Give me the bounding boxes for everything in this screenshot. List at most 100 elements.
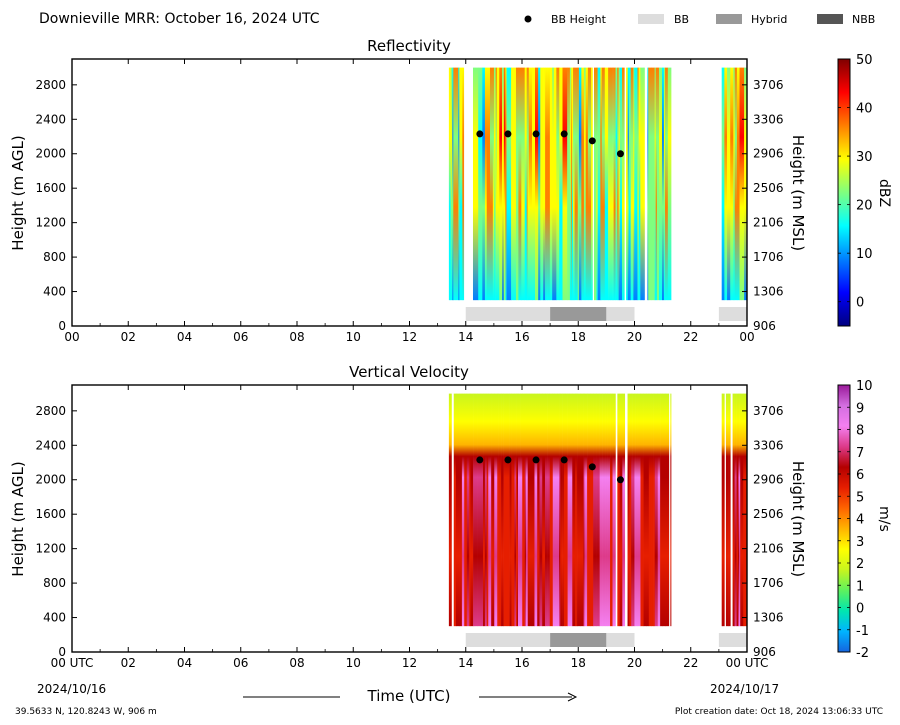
x-tick-label: 18	[571, 656, 586, 670]
legend-label-0: BB Height	[551, 13, 607, 26]
colorbar-tick-label: 20	[856, 199, 873, 214]
y-tick-label: 2000	[35, 147, 66, 161]
colorbar-tick-label: 6	[856, 468, 864, 483]
y-tick-label: 2800	[35, 404, 66, 418]
x-tick-label: 08	[289, 656, 304, 670]
velocity-ylabel: Height (m AGL)	[9, 461, 27, 576]
colorbar-tick-label: -2	[856, 646, 869, 661]
y-tick-label: 0	[58, 319, 66, 333]
bb-class-segment	[465, 633, 551, 647]
bb-class-segment	[606, 307, 635, 321]
colorbar-tick-label: 5	[856, 490, 864, 505]
colorbar-tick-label: 0	[856, 602, 864, 617]
y-tick-label: 2400	[35, 438, 66, 452]
y-tick-label-right: 3306	[753, 438, 784, 452]
bb-height-point	[588, 137, 596, 145]
velocity-panel: Vertical Velocity Height (m AGL) Height …	[9, 363, 892, 670]
y-tick-label-right: 3706	[753, 404, 784, 418]
bb-height-point	[616, 150, 624, 158]
y-tick-label-right: 906	[753, 319, 776, 333]
end-date: 2024/10/17	[710, 682, 779, 696]
colorbar-tick-label: 7	[856, 446, 864, 461]
bb-height-points	[476, 130, 624, 158]
y-tick-label-right: 3306	[753, 112, 784, 126]
reflectivity-ylabel: Height (m AGL)	[9, 135, 27, 250]
x-axis-label: Time (UTC)	[367, 687, 451, 705]
x-tick-label: 14	[458, 330, 473, 344]
colorbar-tick-label: 0	[856, 296, 864, 311]
y-tick-label-right: 2106	[753, 216, 784, 230]
y-tick-label: 2000	[35, 473, 66, 487]
y-tick-label: 2400	[35, 112, 66, 126]
x-tick-label: 20	[627, 656, 642, 670]
x-tick-label: 16	[514, 656, 529, 670]
colorbar	[837, 58, 851, 327]
bb-height-point	[504, 456, 512, 464]
x-tick-label: 04	[177, 330, 192, 344]
velocity-ylabel-right: Height (m MSL)	[789, 461, 807, 577]
bb-height-point	[532, 130, 540, 138]
x-tick-label: 00 UTC	[51, 656, 94, 670]
colorbar-tick-label: 4	[856, 513, 864, 528]
x-tick-label: 20	[627, 330, 642, 344]
colorbar-tick-label: 10	[856, 247, 873, 262]
x-tick-label: 14	[458, 656, 473, 670]
x-tick-label: 02	[121, 656, 136, 670]
figure-title: Downieville MRR: October 16, 2024 UTC	[39, 11, 320, 27]
x-tick-label: 00 UTC	[726, 656, 769, 670]
legend-swatch-1	[638, 14, 664, 24]
y-tick-label-right: 906	[753, 645, 776, 659]
colorbar-tick-label: 1	[856, 579, 864, 594]
bb-class-segment	[550, 307, 607, 321]
x-tick-label: 00	[739, 330, 754, 344]
bb-height-point	[560, 130, 568, 138]
colorbar-tick-label: 40	[856, 102, 873, 117]
creation-date: Plot creation date: Oct 18, 2024 13:06:3…	[675, 707, 883, 717]
bb-class-segment	[606, 633, 635, 647]
reflectivity-title: Reflectivity	[367, 37, 451, 55]
legend-label-1: BB	[674, 13, 689, 26]
colorbar-tick-label: 30	[856, 150, 873, 165]
x-tick-label: 06	[233, 330, 248, 344]
x-tick-label: 22	[683, 330, 698, 344]
y-tick-label: 2800	[35, 78, 66, 92]
x-tick-label: 10	[346, 656, 361, 670]
y-tick-label-right: 1706	[753, 576, 784, 590]
bb-class-segment	[465, 307, 551, 321]
y-tick-label-right: 1306	[753, 285, 784, 299]
y-tick-label: 1200	[35, 216, 66, 230]
colorbar-tick-label: 8	[856, 424, 864, 439]
y-tick-label: 800	[43, 576, 66, 590]
x-tick-label: 12	[402, 656, 417, 670]
x-tick-label: 00	[64, 330, 79, 344]
bb-height-point	[588, 463, 596, 471]
legend-swatch-2	[716, 14, 742, 24]
colorbar-tick-label: 2	[856, 557, 864, 572]
y-tick-label: 1200	[35, 542, 66, 556]
y-tick-label: 800	[43, 250, 66, 264]
bb-class-segment	[718, 307, 747, 321]
reflectivity-panel: Reflectivity Height (m AGL) Height (m MS…	[9, 37, 892, 344]
bb-height-point	[560, 456, 568, 464]
x-tick-label: 06	[233, 656, 248, 670]
velocity-colorbar-label: m/s	[876, 506, 892, 532]
station-location: 39.5633 N, 120.8243 W, 906 m	[15, 707, 157, 717]
colorbar-tick-label: 50	[856, 53, 873, 68]
bb-height-point	[476, 130, 484, 138]
x-tick-label: 22	[683, 656, 698, 670]
bb-class-segment	[718, 633, 747, 647]
start-date: 2024/10/16	[37, 682, 106, 696]
bright-band-class-bar	[465, 307, 747, 321]
x-tick-label: 12	[402, 330, 417, 344]
x-tick-label: 16	[514, 330, 529, 344]
legend-bb-height-marker	[524, 15, 532, 23]
y-tick-label-right: 2506	[753, 181, 784, 195]
y-tick-label: 1600	[35, 181, 66, 195]
bb-height-point	[476, 456, 484, 464]
x-tick-label: 10	[346, 330, 361, 344]
x-tick-label: 08	[289, 330, 304, 344]
colorbar-tick-label: 3	[856, 535, 864, 550]
y-tick-label: 1600	[35, 507, 66, 521]
heatmap	[448, 393, 747, 627]
